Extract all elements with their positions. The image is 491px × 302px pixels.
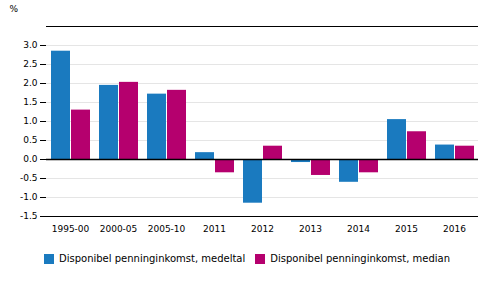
svg-text:2005-10: 2005-10 xyxy=(148,224,186,234)
svg-text:2012: 2012 xyxy=(251,224,274,234)
svg-text:-1.0: -1.0 xyxy=(20,192,38,202)
svg-text:3.0: 3.0 xyxy=(23,40,38,50)
svg-text:1.5: 1.5 xyxy=(23,97,37,107)
svg-text:0.5: 0.5 xyxy=(23,135,37,145)
svg-text:0.0: 0.0 xyxy=(23,154,38,164)
svg-text:1.0: 1.0 xyxy=(23,116,38,126)
svg-text:2.0: 2.0 xyxy=(23,78,38,88)
svg-text:2011: 2011 xyxy=(203,224,226,234)
svg-text:%: % xyxy=(10,4,19,14)
svg-text:2013: 2013 xyxy=(299,224,322,234)
svg-text:2015: 2015 xyxy=(395,224,418,234)
svg-text:-0.5: -0.5 xyxy=(20,173,38,183)
svg-text:2016: 2016 xyxy=(443,224,466,234)
html-text:Disponibel penninginkomst, med: Disponibel penninginkomst, medeltal xyxy=(59,253,246,264)
svg-text:2.5: 2.5 xyxy=(23,59,37,69)
svg-text:-1.5: -1.5 xyxy=(20,211,38,221)
svg-text:2014: 2014 xyxy=(347,224,370,234)
html-text:Disponibel penninginkomst, med: Disponibel penninginkomst, median xyxy=(270,253,450,264)
svg-text:1995-00: 1995-00 xyxy=(52,224,90,234)
svg-text:2000-05: 2000-05 xyxy=(100,224,138,234)
